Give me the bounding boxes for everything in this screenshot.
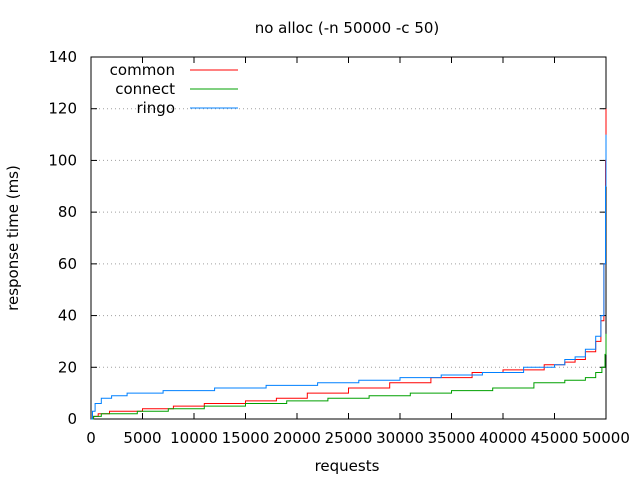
y-tick-label: 20 bbox=[58, 358, 77, 376]
legend-label-ringo: ringo bbox=[136, 99, 175, 117]
x-tick-label: 15000 bbox=[222, 429, 270, 447]
x-axis-label: requests bbox=[315, 457, 380, 475]
legend-label-common: common bbox=[110, 61, 175, 79]
x-tick-label: 40000 bbox=[479, 429, 527, 447]
y-tick-label: 140 bbox=[48, 48, 77, 66]
x-tick-label: 20000 bbox=[273, 429, 321, 447]
x-tick-label: 50000 bbox=[582, 429, 630, 447]
series-line-common bbox=[91, 108, 607, 420]
x-tick-label: 10000 bbox=[170, 429, 218, 447]
x-tick-label: 45000 bbox=[531, 429, 579, 447]
y-tick-label: 0 bbox=[67, 410, 77, 428]
series-lines bbox=[91, 108, 607, 420]
legend-label-connect: connect bbox=[115, 80, 175, 98]
x-tick-label: 25000 bbox=[325, 429, 373, 447]
x-tick-label: 0 bbox=[86, 429, 96, 447]
tick-marks: 0 20 40 60 80 100 120 140 0 5000 10000 15000 20000 25… bbox=[48, 48, 630, 447]
y-tick-label: 60 bbox=[58, 255, 77, 273]
y-tick-label: 100 bbox=[48, 151, 77, 169]
x-tick-label: 5000 bbox=[123, 429, 161, 447]
x-tick-label: 30000 bbox=[376, 429, 424, 447]
y-tick-label: 80 bbox=[58, 203, 77, 221]
chart-title: no alloc (-n 50000 -c 50) bbox=[255, 19, 440, 37]
x-tick-label: 35000 bbox=[428, 429, 476, 447]
series-line-connect bbox=[91, 333, 607, 420]
series-line-ringo bbox=[91, 134, 607, 420]
y-axis-label: response time (ms) bbox=[4, 165, 22, 311]
y-tick-label: 40 bbox=[58, 307, 77, 325]
y-tick-label: 120 bbox=[48, 100, 77, 118]
